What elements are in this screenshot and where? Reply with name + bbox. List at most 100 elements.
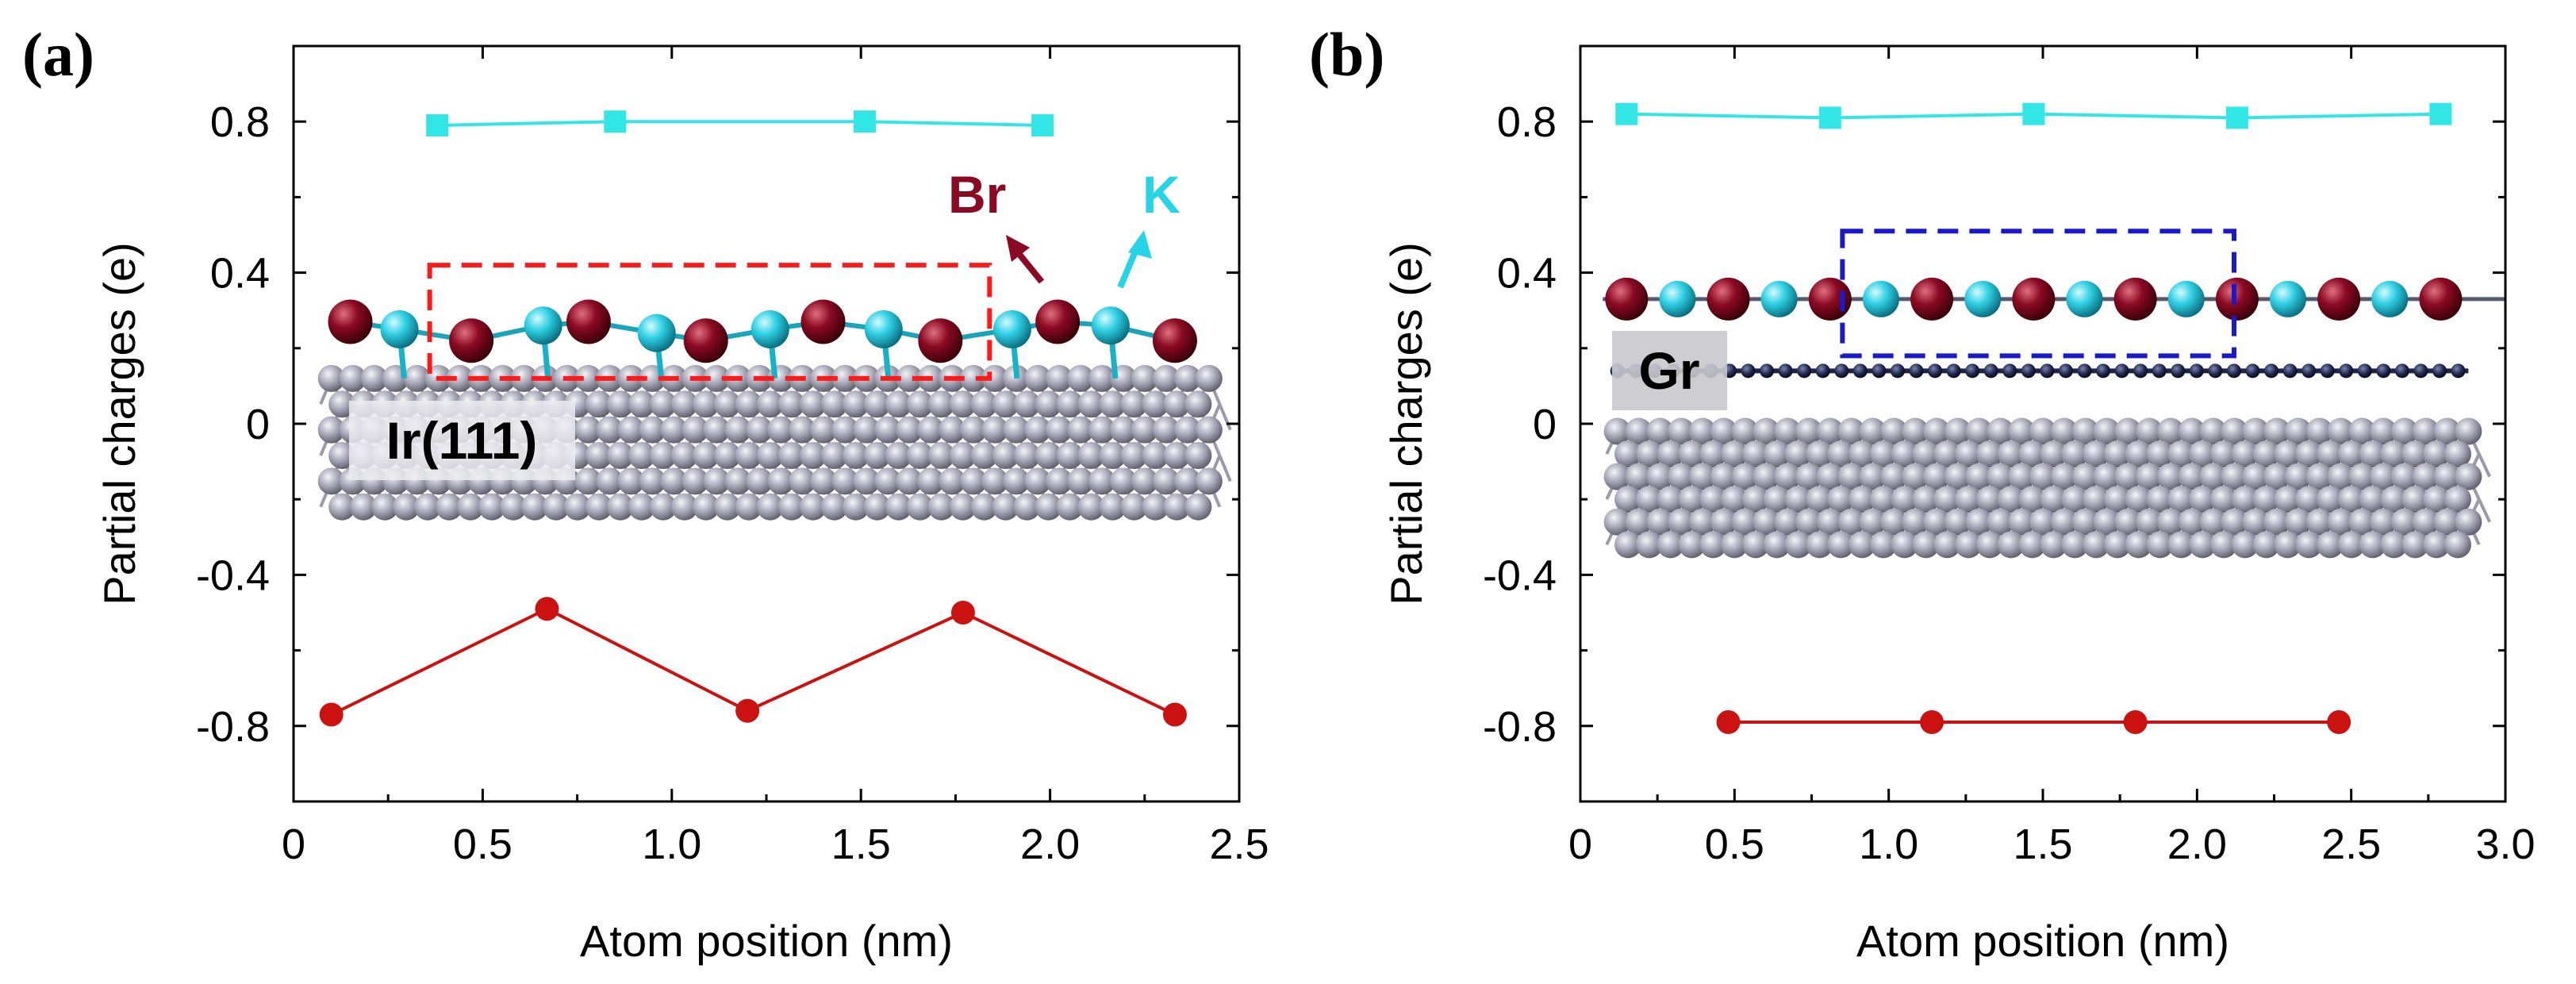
ir-atom — [1109, 467, 1137, 495]
carbon-atom — [2040, 363, 2055, 379]
ir-atom — [874, 467, 902, 495]
k-atom — [1760, 280, 1798, 317]
y-axis-title: Partial charges (e) — [1381, 242, 1431, 605]
ir-atom — [831, 364, 859, 392]
carbon-atom — [2133, 363, 2148, 379]
ir-atom — [1933, 486, 1961, 513]
ir-atom — [1721, 531, 1749, 559]
ir-atom — [317, 467, 345, 495]
ir-atom — [2040, 531, 2067, 559]
carbon-atom — [2152, 363, 2167, 379]
ir-atom — [1024, 416, 1052, 444]
ir-atom — [660, 416, 688, 444]
ir-atom — [756, 493, 784, 521]
br-atom — [2419, 277, 2463, 321]
ir-atom — [1975, 531, 2003, 559]
ir-atom — [660, 467, 688, 495]
ir-atom — [2093, 417, 2121, 445]
ir-atom — [2380, 486, 2408, 513]
data-point-k — [426, 113, 449, 136]
k-atom — [380, 310, 419, 348]
ir-atom — [874, 416, 902, 444]
ir-atom — [820, 493, 848, 521]
ir-atom — [692, 493, 720, 521]
ir-atom — [2370, 508, 2397, 536]
ir-atom — [1880, 463, 1908, 490]
substrate-label-bg — [1612, 331, 1727, 410]
y-tick-label: 0.8 — [210, 98, 270, 146]
x-tick-label: 2.0 — [2167, 821, 2227, 868]
carbon-atom — [1928, 363, 1943, 379]
ir-atom — [724, 467, 752, 495]
ir-atom — [1827, 440, 1855, 468]
ir-atom — [767, 416, 795, 444]
carbon-atom — [2077, 363, 2092, 379]
ir-atom — [1120, 390, 1148, 418]
ir-atom — [1753, 463, 1780, 490]
ir-atom — [1142, 390, 1169, 418]
ir-atom — [692, 441, 720, 469]
ir-atom — [2359, 486, 2386, 513]
y-tick-label: 0.4 — [1497, 250, 1557, 298]
ir-atom — [2337, 440, 2365, 468]
ir-atom — [1195, 364, 1223, 392]
ir-atom — [927, 493, 955, 521]
y-tick-label: -0.8 — [196, 703, 270, 751]
ir-atom — [1614, 440, 1642, 468]
ir-atom — [670, 390, 698, 418]
chart-panel-b: Gr — [1603, 102, 2505, 735]
k-atom — [2371, 280, 2409, 317]
ir-atom — [789, 416, 816, 444]
y-tick-label: -0.4 — [196, 552, 270, 599]
x-tick-label: 1.5 — [831, 821, 891, 868]
ir-atom — [1859, 508, 1887, 536]
carbon-atom — [1983, 363, 1998, 379]
ir-atom — [2114, 508, 2142, 536]
series-line-br — [330, 607, 1176, 717]
ir-atom — [1806, 531, 1833, 559]
ir-atom — [1045, 467, 1073, 495]
ir-atom — [981, 467, 1009, 495]
ir-atom — [692, 390, 720, 418]
ir-atom — [1891, 440, 1918, 468]
ir-atom — [1987, 508, 2014, 536]
ir-atom — [1965, 417, 1993, 445]
carbon-atom — [1852, 363, 1868, 379]
ir-atom — [414, 493, 442, 521]
ir-atom — [2412, 508, 2440, 536]
ir-atom — [649, 493, 677, 521]
x-tick-label: 1.5 — [2013, 821, 2072, 868]
carbon-atom — [2171, 363, 2186, 379]
carbon-atom — [2413, 363, 2428, 379]
ir-atom — [1699, 486, 1727, 513]
ir-atom — [1099, 390, 1127, 418]
ir-atom — [1837, 508, 1865, 536]
ir-atom — [777, 441, 805, 469]
k-atom — [1862, 280, 1899, 317]
ir-atom — [2221, 463, 2248, 490]
ir-atom — [1710, 417, 1737, 445]
ir-atom — [1975, 440, 2003, 468]
ir-atom — [2189, 440, 2217, 468]
k-atom — [524, 306, 562, 345]
ir-atom — [1902, 417, 1929, 445]
ir-atom — [1965, 463, 1993, 490]
carbon-atom — [2226, 363, 2241, 379]
ir-atom — [2167, 531, 2195, 559]
ir-atom — [831, 416, 859, 444]
ir-atom — [2178, 417, 2206, 445]
ir-atom — [1688, 508, 1716, 536]
ir-atom — [2018, 486, 2046, 513]
ir-atom — [2295, 531, 2323, 559]
ir-atom — [639, 416, 666, 444]
ir-atom — [2284, 508, 2312, 536]
carbon-atom — [2058, 363, 2073, 379]
data-point-k — [1615, 102, 1638, 125]
unit-cell-box — [1840, 229, 2236, 359]
ir-atom — [1987, 417, 2014, 445]
ir-atom — [2337, 531, 2365, 559]
ir-atom — [1152, 364, 1180, 392]
br-atom — [1706, 277, 1750, 321]
ir-atom — [1721, 440, 1749, 468]
